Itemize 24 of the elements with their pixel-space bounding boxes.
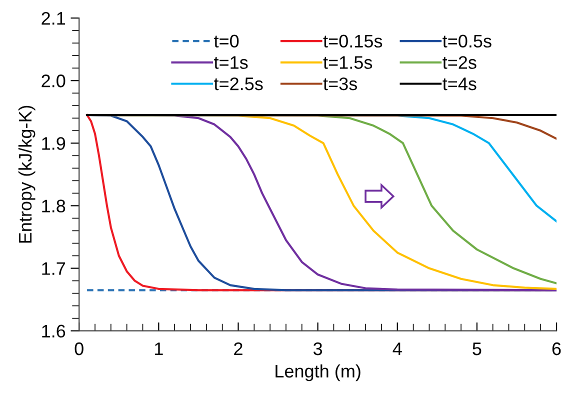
y-tick-label: 1.8 [42, 200, 66, 212]
legend-label: t=0.5s [442, 34, 492, 48]
x-tick-label: 0 [74, 342, 84, 356]
y-tick-label: 1.7 [42, 262, 65, 275]
y-tick-label: 2.0 [42, 74, 66, 88]
y-tick-label: 2.1 [42, 12, 66, 25]
x-tick-label: 4 [392, 342, 402, 356]
x-tick-label: 2 [234, 342, 242, 356]
y-tick-label: 1.6 [42, 324, 66, 338]
y-tick-label: 1.9 [42, 137, 66, 150]
x-tick-label: 3 [313, 342, 322, 356]
x-axis-title: Length (m) [276, 364, 360, 382]
legend-label: t=2s [442, 56, 476, 69]
legend-label: t=0 [214, 34, 239, 48]
legend-label: t=1.5s [323, 56, 372, 69]
x-tick-label: 1 [155, 342, 163, 356]
legend-label: t=2.5s [214, 77, 263, 90]
x-tick-label: 6 [552, 342, 561, 356]
legend-label: t=4s [442, 78, 476, 90]
legend-label: t=0.15s [323, 34, 382, 48]
y-axis-title: Entropy (kJ/kg-K) [18, 106, 36, 243]
legend-label: t=3s [323, 77, 358, 90]
x-tick-label: 5 [472, 342, 482, 356]
legend-label: t=1s [214, 56, 248, 69]
